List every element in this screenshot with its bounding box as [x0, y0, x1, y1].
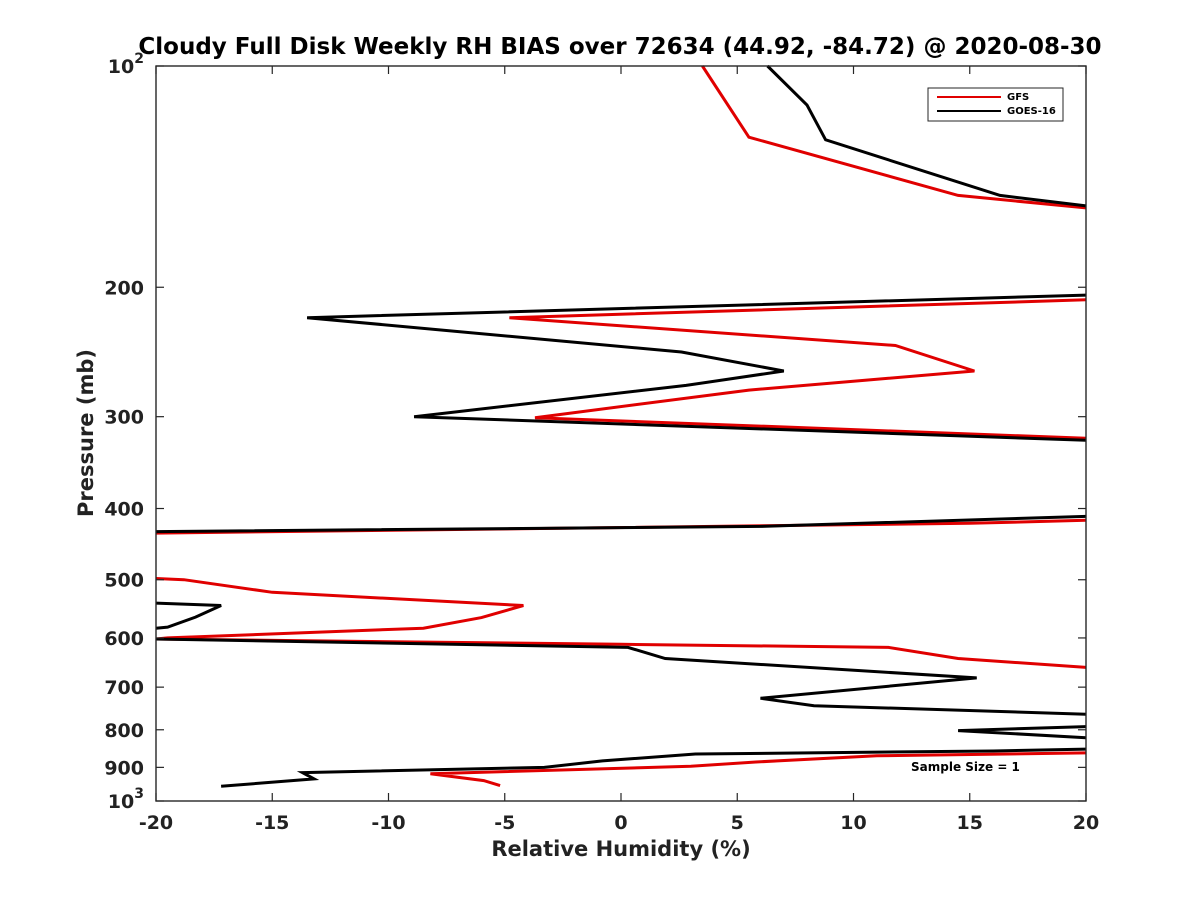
y-tick-exponent: 3 — [134, 786, 144, 802]
y-tick-label: 500 — [104, 570, 144, 592]
y-tick-label: 400 — [104, 499, 144, 521]
y-tick-label: 200 — [104, 277, 144, 299]
x-tick-label: 10 — [840, 812, 866, 834]
chart-title: Cloudy Full Disk Weekly RH BIAS over 726… — [138, 34, 1101, 60]
legend: GFS GOES-16 — [927, 87, 1064, 122]
x-tick-label: 5 — [731, 812, 744, 834]
y-tick-label: 700 — [104, 677, 144, 699]
x-tick-label: 20 — [1073, 812, 1099, 834]
x-tick-label: 15 — [957, 812, 983, 834]
x-axis: -20 -15 -10 -5 0 5 10 15 20 — [139, 66, 1099, 834]
x-tick-label: -5 — [494, 812, 515, 834]
y-tick-label: 800 — [104, 720, 144, 742]
y-axis-label: Pressure (mb) — [74, 349, 98, 517]
series-line-gfs — [155, 65, 1087, 788]
legend-label-goes16: GOES-16 — [1007, 106, 1056, 117]
series-group — [155, 64, 1087, 788]
y-tick-label: 600 — [104, 628, 144, 650]
series-line-goes16 — [155, 64, 1087, 788]
x-tick-label: 0 — [614, 812, 627, 834]
x-tick-label: -10 — [371, 812, 405, 834]
y-tick-base: 10 — [108, 791, 134, 813]
legend-box — [927, 87, 1064, 122]
plot-area — [155, 64, 1087, 802]
x-axis-label: Relative Humidity (%) — [491, 837, 750, 861]
y-tick-base: 10 — [108, 56, 134, 78]
y-tick-label: 300 — [104, 407, 144, 429]
sample-size-annotation: Sample Size = 1 — [911, 760, 1020, 774]
y-tick-label: 102 — [108, 51, 144, 78]
y-tick-label: 900 — [104, 757, 144, 779]
x-tick-label: -20 — [139, 812, 173, 834]
y-tick-label: 103 — [108, 786, 144, 813]
legend-label-gfs: GFS — [1007, 92, 1029, 103]
x-tick-label: -15 — [255, 812, 289, 834]
y-tick-exponent: 2 — [134, 51, 144, 67]
